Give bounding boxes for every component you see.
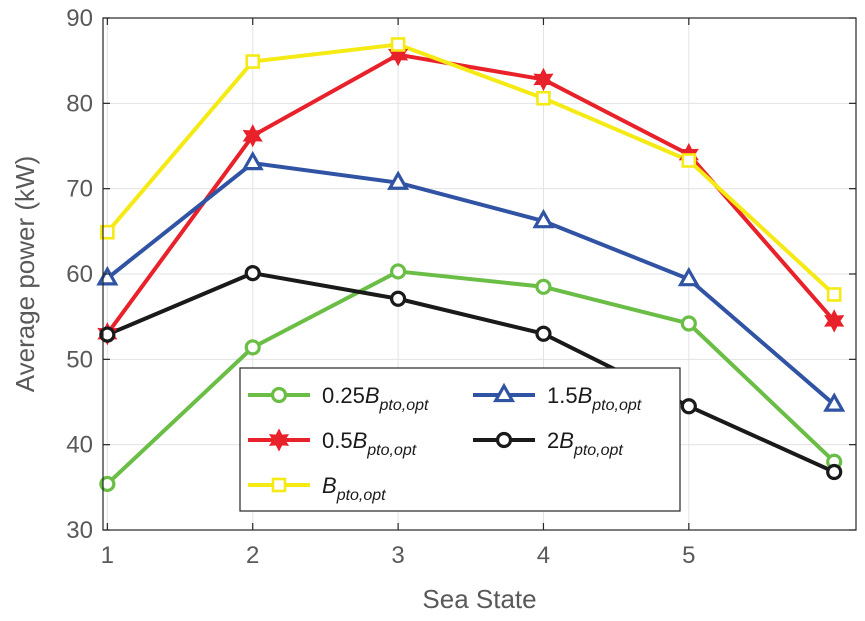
data-point-1-5 — [824, 309, 845, 333]
y-tick-label: 70 — [66, 176, 93, 203]
data-point-4-4 — [680, 398, 697, 415]
data-point-2-2 — [390, 37, 406, 52]
y-tick-label: 90 — [66, 5, 93, 32]
legend-label-3: 1.5Bpto,opt — [547, 383, 642, 414]
y-tick-label: 50 — [66, 346, 93, 373]
data-point-4-2 — [389, 290, 407, 307]
data-point-1-3 — [533, 67, 554, 92]
y-tick-label: 40 — [66, 432, 93, 459]
x-tick-label: 2 — [246, 542, 259, 569]
data-point-3-5 — [823, 392, 846, 412]
legend-label-0: 0.25Bpto,opt — [322, 383, 429, 414]
legend: 0.25Bpto,opt 1.5Bpto,opt 0.5Bpto,opt 2Bpto,… — [239, 367, 681, 512]
data-point-4-1 — [244, 265, 261, 282]
data-point-3-3 — [532, 208, 555, 229]
data-point-1-1 — [242, 124, 263, 148]
legend-label-2: Bpto,opt — [322, 473, 386, 504]
data-point-0-2 — [389, 263, 407, 280]
y-axis-label: Average power (kW) — [10, 156, 40, 393]
legend-label-4: 2Bpto,opt — [547, 428, 623, 459]
data-point-3-4 — [677, 266, 700, 287]
x-tick-label: 1 — [101, 542, 114, 569]
data-point-4-3 — [535, 325, 552, 342]
x-tick-label: 4 — [537, 542, 550, 569]
y-tick-label: 80 — [66, 90, 93, 117]
y-tick-label: 30 — [66, 517, 93, 544]
data-point-2-3 — [536, 90, 551, 106]
legend-marker-0 — [270, 386, 288, 404]
legend-marker-1 — [268, 428, 290, 452]
legend-marker-3 — [492, 382, 516, 403]
data-point-2-0 — [100, 224, 115, 240]
tick-labels: 1 2 3 4 5 30 40 50 60 70 80 90 — [66, 5, 695, 569]
data-point-0-0 — [99, 475, 116, 493]
legend-box — [239, 367, 681, 512]
data-point-4-5 — [826, 463, 843, 481]
data-point-1-2 — [387, 43, 409, 67]
data-point-0-1 — [244, 339, 261, 356]
data-point-2-4 — [681, 153, 697, 168]
data-point-2-5 — [826, 287, 842, 302]
series-line-4 — [106, 271, 836, 474]
data-point-0-4 — [680, 315, 697, 332]
x-axis-label: Sea State — [422, 584, 536, 614]
data-point-2-1 — [245, 54, 261, 69]
legend-marker-2 — [271, 477, 287, 493]
data-point-0-3 — [535, 278, 552, 295]
series-line-3 — [106, 161, 836, 407]
series-line-0 — [105, 269, 836, 486]
series-lines — [105, 42, 836, 486]
axis-ticks — [103, 17, 856, 531]
legend-label-1: 0.5Bpto,opt — [322, 428, 417, 459]
x-tick-label: 3 — [391, 542, 404, 569]
x-tick-label: 5 — [682, 542, 695, 569]
series-markers — [96, 37, 846, 493]
data-point-3-1 — [241, 150, 264, 171]
legend-marker-4 — [495, 431, 513, 449]
data-point-4-0 — [99, 326, 116, 343]
series-line-2 — [105, 42, 836, 296]
y-tick-label: 60 — [66, 261, 93, 288]
data-point-3-2 — [387, 170, 410, 190]
